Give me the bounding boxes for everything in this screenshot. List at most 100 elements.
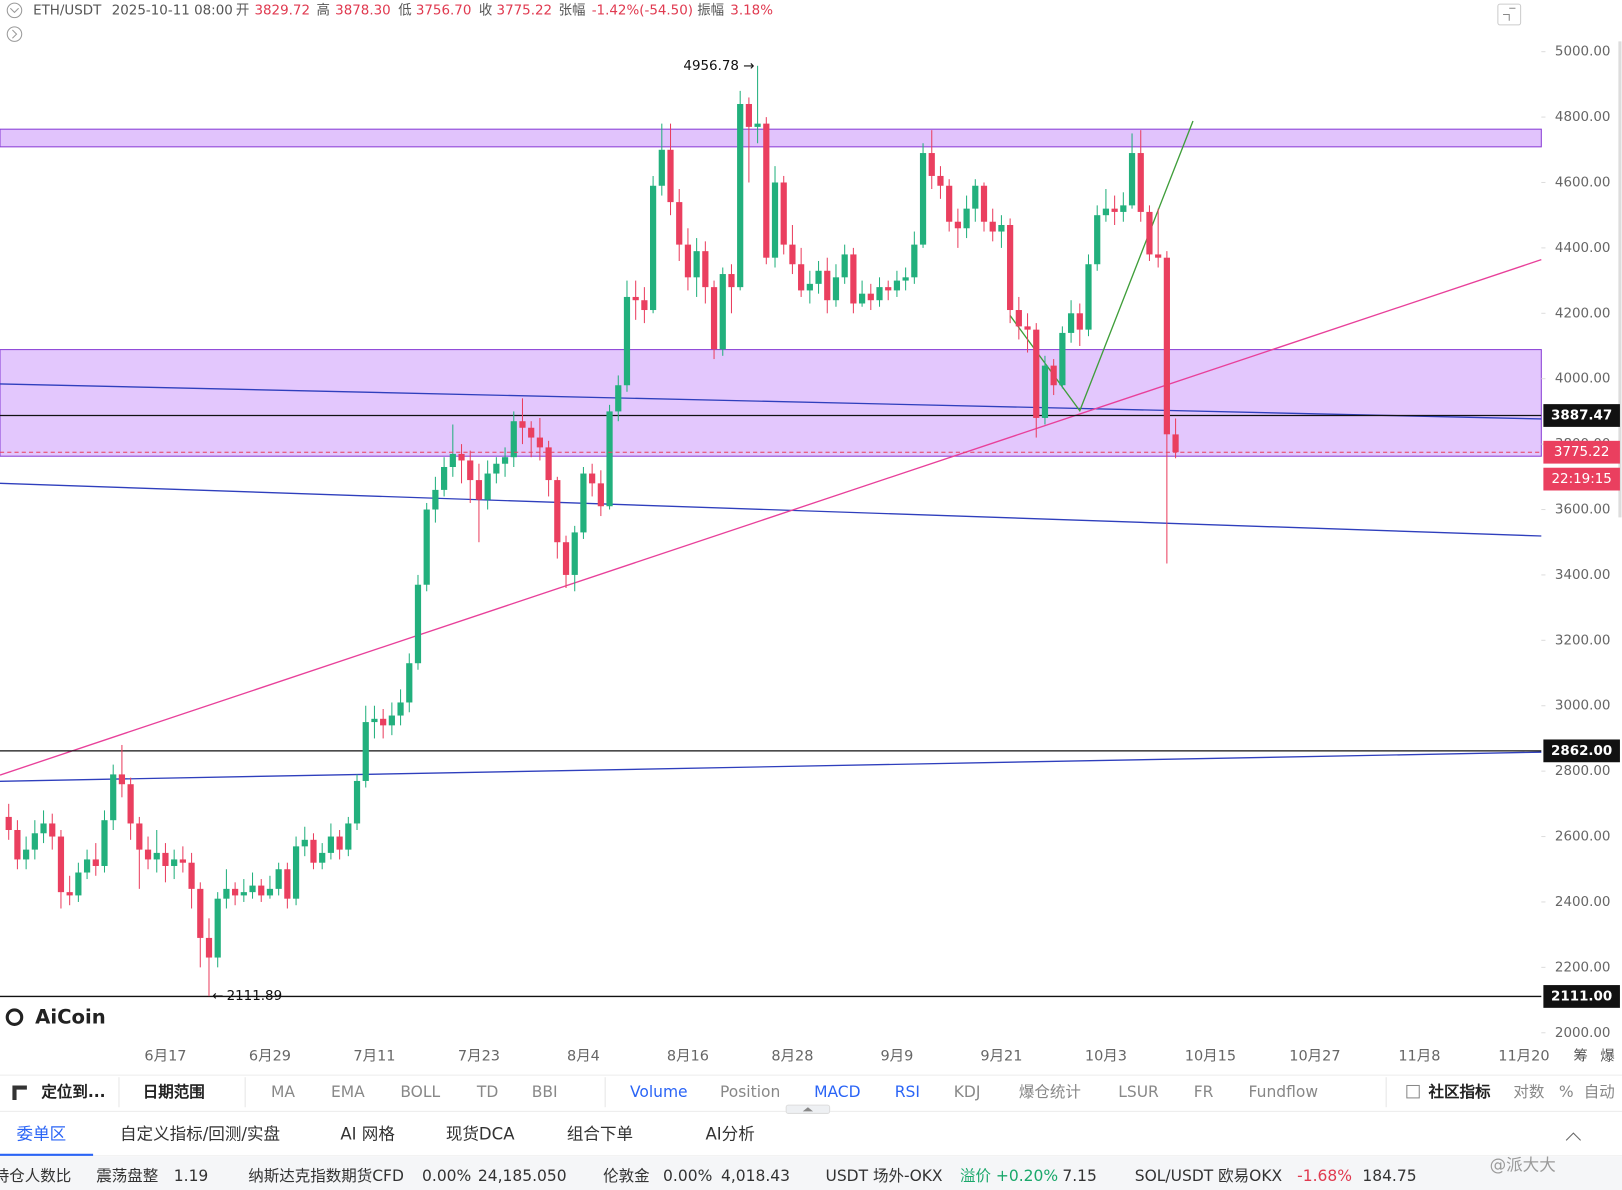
candle-body [432, 489, 439, 510]
expand-icon[interactable] [6, 26, 23, 42]
candle-body [441, 466, 448, 490]
candle-body [928, 153, 935, 176]
header-field-label: 低 [398, 2, 411, 18]
x-tick-label: 10月27 [1289, 1049, 1340, 1065]
toolbar-item[interactable]: FR [1194, 1083, 1214, 1101]
candle-body [1015, 310, 1022, 327]
toolbar-item[interactable]: 日期范围 [143, 1082, 205, 1101]
toolbar-item[interactable]: MACD [814, 1083, 861, 1101]
countdown-box [1543, 467, 1620, 491]
y-tick-label: 2200.00 [1555, 960, 1611, 975]
ticker-item: 184.75 [1362, 1167, 1416, 1185]
candle-body [1067, 313, 1075, 333]
toolbar-item[interactable]: LSUR [1118, 1083, 1159, 1101]
collapse-icon[interactable] [6, 2, 23, 19]
tab[interactable]: AI 网格 [340, 1125, 395, 1144]
ticker-item: 1.19 [174, 1167, 209, 1185]
toolbar-item[interactable]: 定位到... [41, 1082, 105, 1101]
toolbar-item[interactable]: TD [476, 1083, 498, 1101]
toolbar-item[interactable]: RSI [895, 1083, 920, 1101]
candle-body [40, 823, 47, 834]
candle-body [345, 823, 352, 850]
candle-body [893, 280, 901, 291]
ticker-item: 伦敦金 [603, 1167, 650, 1185]
x-tick-label: 10月15 [1185, 1049, 1236, 1065]
ticker-item: 持仓人数比 [0, 1167, 71, 1185]
candle-body [571, 532, 578, 575]
candle-body [841, 254, 848, 278]
candle-body [789, 244, 796, 265]
collapse-glyph [9, 7, 19, 14]
candle-body [623, 296, 631, 386]
candle-body [519, 421, 526, 428]
candle-body [197, 888, 204, 938]
toolbar-item[interactable]: 爆仓统计 [1019, 1082, 1081, 1101]
toolbar-item[interactable]: Fundflow [1249, 1083, 1319, 1101]
candle-body [205, 937, 213, 958]
toolbar-item[interactable]: MA [271, 1083, 295, 1101]
candle-body [806, 283, 813, 291]
y-tick-label: 4800.00 [1555, 110, 1611, 125]
candle-body [475, 480, 483, 500]
y-tick-label: 4000.00 [1555, 372, 1611, 387]
x-tick-label: 7月23 [458, 1049, 500, 1065]
header-field-label: 张幅 [559, 2, 586, 18]
max-arrow: → [743, 59, 754, 74]
candle-body [798, 264, 805, 291]
candle-body [745, 103, 752, 127]
y-tick-label: 2600.00 [1555, 830, 1611, 845]
candle-body [937, 175, 944, 186]
tab[interactable]: 委单区 [17, 1125, 67, 1144]
toolbar-item[interactable]: Volume [630, 1083, 688, 1101]
candle-body [919, 153, 927, 245]
collapse-panel[interactable] [1565, 1132, 1581, 1141]
candle-body [615, 385, 622, 412]
toolbar-item[interactable]: BOLL [400, 1083, 440, 1101]
ticker-item: 0.00% [663, 1167, 712, 1185]
candle-body [562, 542, 570, 575]
bar-time: 2025-10-11 08:00 [112, 3, 233, 18]
toolbar-item[interactable]: 自动 [1584, 1083, 1615, 1101]
candle-body [972, 185, 979, 209]
tab[interactable]: 组合下单 [567, 1125, 633, 1144]
tab[interactable]: 自定义指标/回测/实盘 [120, 1125, 280, 1144]
candle-body [702, 251, 709, 288]
ticker-bg [0, 1156, 1622, 1190]
candle-body [258, 885, 265, 896]
tab[interactable]: AI分析 [705, 1125, 754, 1144]
candle-body [1111, 208, 1118, 212]
current-price-label: 3775.22 [1554, 445, 1610, 460]
toolbar-item[interactable]: 社区指标 [1428, 1082, 1491, 1101]
candle-body [249, 885, 256, 893]
candle-body [1033, 329, 1040, 418]
candle-body [162, 852, 169, 866]
toolbar-item[interactable]: Position [720, 1083, 780, 1101]
candle-body [101, 820, 108, 866]
fullscreen-icon[interactable] [1497, 3, 1522, 26]
trendline [0, 383, 1542, 420]
candle-body [719, 274, 726, 350]
y-tick-label: 3600.00 [1555, 503, 1611, 518]
toolbar-item[interactable]: EMA [331, 1083, 365, 1101]
candle-body [275, 869, 282, 889]
toolbar-item[interactable]: % [1559, 1083, 1574, 1101]
candle-body [536, 437, 543, 448]
candle-body [946, 185, 953, 222]
y-tick-label: 5000.00 [1555, 45, 1611, 60]
tab[interactable]: 现货DCA [446, 1125, 515, 1144]
candle-body [763, 123, 770, 258]
locate-icon [12, 1085, 27, 1100]
trendline [0, 751, 1542, 782]
candle-body [1007, 224, 1014, 311]
countdown-label: 22:19:15 [1551, 472, 1611, 487]
drag-glyph [802, 1107, 814, 1112]
candle-body [954, 221, 961, 229]
toolbar-item[interactable]: 对数 [1513, 1083, 1544, 1101]
candle-body [1163, 257, 1170, 435]
candle-body [171, 859, 178, 866]
toolbar-item[interactable]: BBI [532, 1083, 558, 1101]
candle-body [710, 287, 718, 350]
toolbar-item[interactable]: KDJ [954, 1083, 981, 1101]
x-tick-label: 6月17 [144, 1049, 186, 1065]
